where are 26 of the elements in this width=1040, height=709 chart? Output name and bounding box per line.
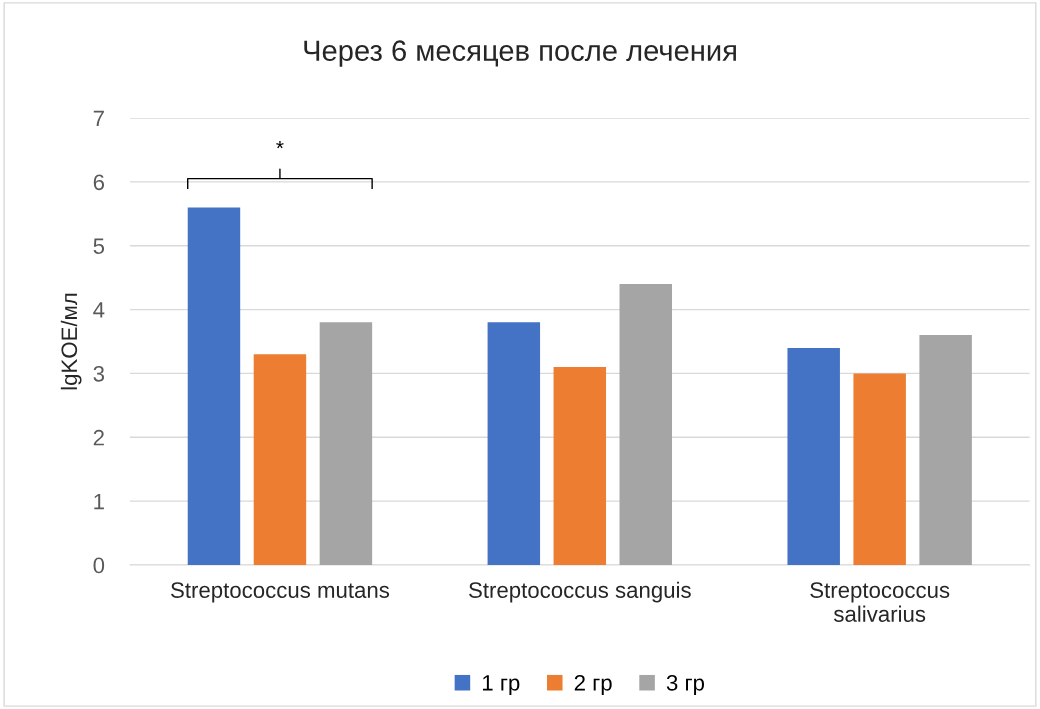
y-tick-label: 1 xyxy=(94,493,104,510)
y-tick-label: 5 xyxy=(93,238,105,254)
x-tick-label: Streptococcus mutans xyxy=(171,582,390,603)
chart-title: Через 6 месяцев после лечения xyxy=(304,40,736,67)
legend-label: 3 гр xyxy=(666,674,705,696)
bar xyxy=(253,354,307,565)
y-tick-label: 7 xyxy=(93,110,104,127)
bar xyxy=(319,322,373,565)
y-axis-title: lgKOE/мл xyxy=(60,293,82,390)
legend-label: 2 гр xyxy=(574,674,612,696)
legend-label: 1 гр xyxy=(483,675,520,696)
bar xyxy=(487,322,541,565)
bar xyxy=(619,284,673,565)
y-tick-label: 3 xyxy=(93,365,105,382)
y-tick-label: 4 xyxy=(93,302,105,318)
y-tick-label: 2 xyxy=(93,429,104,446)
y-tick-label: 0 xyxy=(93,557,105,574)
bar xyxy=(853,373,906,565)
bar xyxy=(919,335,972,565)
x-tick-label: Streptococcus salivarius xyxy=(810,582,950,622)
bar xyxy=(553,367,607,565)
annotation: * xyxy=(276,140,284,149)
bar xyxy=(787,347,840,565)
bar xyxy=(187,207,241,565)
y-tick-label: 6 xyxy=(93,174,105,191)
x-tick-label: Streptococcus sanguis xyxy=(469,581,691,603)
